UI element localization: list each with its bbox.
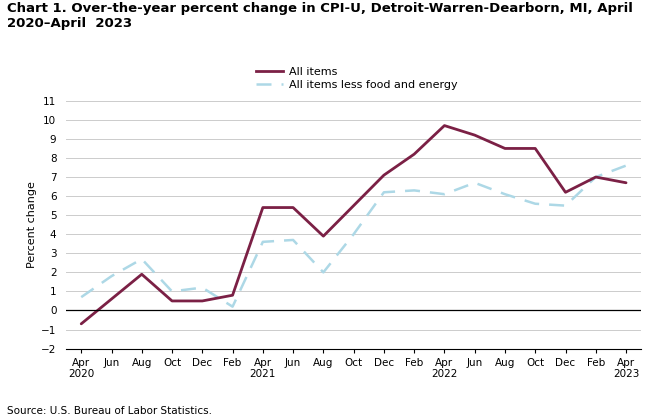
Text: Source: U.S. Bureau of Labor Statistics.: Source: U.S. Bureau of Labor Statistics. [7, 406, 212, 416]
Legend: All items, All items less food and energy: All items, All items less food and energ… [256, 67, 457, 90]
Y-axis label: Percent change: Percent change [27, 181, 37, 268]
Text: Chart 1. Over-the-year percent change in CPI-U, Detroit-Warren-Dearborn, MI, Apr: Chart 1. Over-the-year percent change in… [7, 2, 633, 30]
